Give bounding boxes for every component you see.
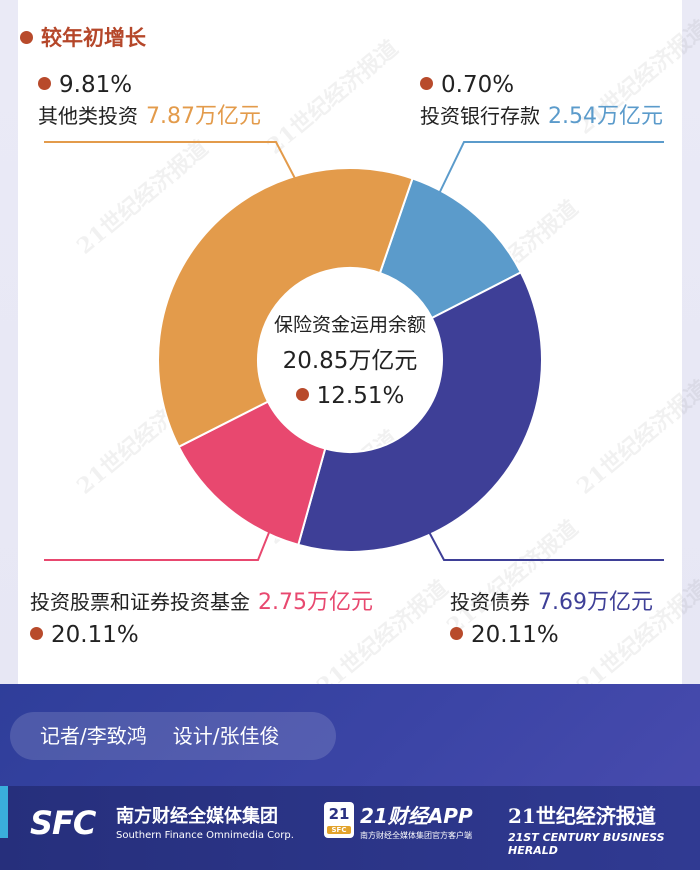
chart-card — [18, 0, 682, 684]
label-other-name: 其他类投资 — [38, 104, 138, 128]
leader-line-other — [44, 141, 301, 189]
leader-line-deposit — [435, 141, 664, 201]
center-title: 保险资金运用余额 — [273, 314, 426, 336]
label-deposit: 0.70% 投资银行存款 2.54万亿元 — [420, 72, 663, 130]
app-badge-icon: 21 SFC — [324, 802, 354, 838]
label-deposit-name: 投资银行存款 — [420, 104, 540, 128]
center-growth: 12.51% — [250, 383, 450, 409]
herald-logo: 21世纪经济报道 21ST CENTURY BUSINESS HERALD — [508, 804, 665, 857]
sfc-logo: SFC — [30, 804, 96, 842]
donut-center: 保险资金运用余额 20.85万亿元 12.51% — [250, 310, 450, 409]
footer: 记者/李致鸿 设计/张佳俊 SFC 南方财经全媒体集团 Southern Fina… — [0, 684, 700, 870]
credits: 记者/李致鸿 设计/张佳俊 — [10, 712, 336, 760]
leader-line-bonds — [427, 529, 664, 561]
growth-dot-icon — [30, 627, 43, 640]
label-stocks-growth: 20.11% — [30, 622, 373, 648]
logo-bar: SFC 南方财经全媒体集团 Southern Finance Omnimedia… — [0, 786, 700, 870]
label-bonds-name: 投资债券 — [450, 590, 530, 614]
growth-dot-icon — [295, 388, 309, 401]
label-stocks: 投资股票和证券投资基金 2.75万亿元 20.11% — [30, 584, 373, 648]
growth-dot-icon — [420, 77, 433, 90]
label-other: 9.81% 其他类投资 7.87万亿元 — [38, 72, 261, 130]
slice-bonds — [297, 271, 543, 553]
growth-dot-icon — [450, 627, 463, 640]
label-stocks-name: 投资股票和证券投资基金 — [30, 590, 250, 614]
growth-dot-icon — [38, 77, 51, 90]
label-deposit-value: 2.54万亿元 — [548, 104, 663, 129]
label-bonds: 投资债券 7.69万亿元 20.11% — [450, 584, 653, 648]
label-deposit-growth: 0.70% — [420, 72, 663, 98]
label-stocks-value: 2.75万亿元 — [258, 590, 373, 615]
reporter-credit: 记者/李致鸿 — [40, 724, 147, 748]
center-total: 20.85万亿元 — [282, 348, 418, 374]
label-other-growth: 9.81% — [38, 72, 261, 98]
leader-line-stocks — [44, 529, 271, 561]
sfc-name: 南方财经全媒体集团 Southern Finance Omnimedia Cor… — [116, 806, 294, 841]
accent-strip — [0, 786, 8, 838]
growth-dot-icon — [20, 30, 33, 44]
app-name: 21财经APP 南方财经全媒体集团官方客户端 — [360, 804, 473, 840]
label-bonds-value: 7.69万亿元 — [538, 590, 653, 615]
growth-legend: 较年初增长 — [20, 22, 146, 52]
label-other-value: 7.87万亿元 — [146, 104, 261, 129]
designer-credit: 设计/张佳俊 — [172, 724, 280, 748]
slice-other — [157, 167, 414, 449]
label-bonds-growth: 20.11% — [450, 622, 653, 648]
